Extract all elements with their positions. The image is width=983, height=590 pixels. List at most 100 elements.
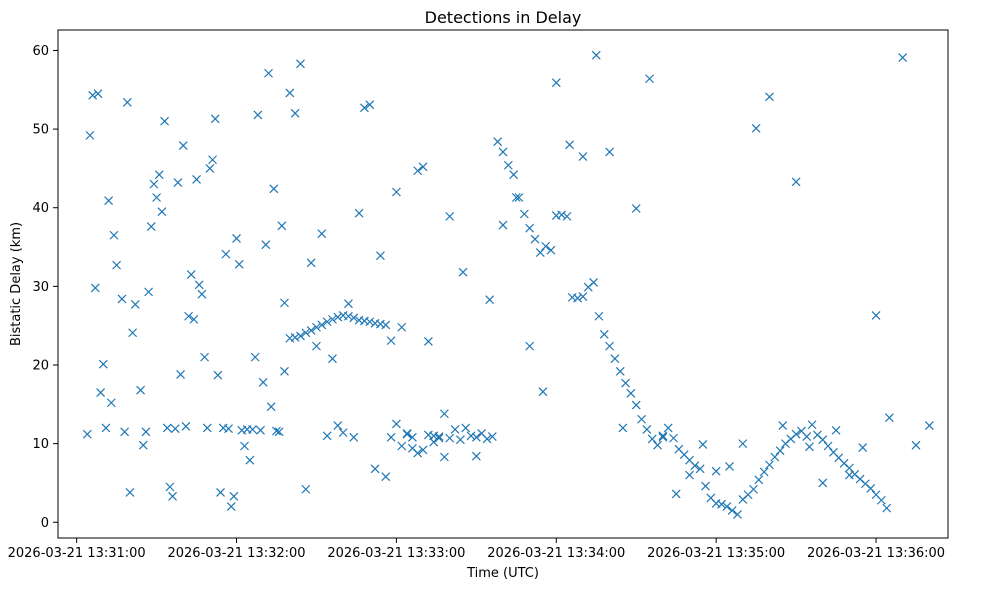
data-point-marker — [884, 413, 894, 423]
data-point-marker — [234, 259, 244, 269]
data-point-marker — [154, 170, 164, 180]
data-point-marker — [338, 428, 348, 438]
data-point-marker — [866, 484, 876, 493]
data-point-marker — [402, 428, 412, 438]
data-point-marker — [434, 432, 444, 441]
x-axis-label: Time (UTC) — [466, 566, 539, 581]
data-point-marker — [381, 472, 391, 482]
data-point-marker — [266, 402, 276, 412]
data-point-marker — [445, 433, 455, 443]
data-point-marker — [733, 509, 742, 519]
data-point-marker — [685, 470, 694, 480]
data-point-marker — [186, 270, 196, 279]
data-point-marker — [146, 222, 156, 232]
data-point-marker — [701, 481, 710, 491]
data-point-marker — [818, 478, 828, 488]
data-point-marker — [141, 427, 151, 437]
data-point-marker — [591, 50, 601, 60]
data-point-marker — [98, 359, 108, 369]
data-point-marker — [194, 280, 204, 290]
data-point-marker — [391, 419, 401, 429]
data-points — [82, 50, 934, 519]
data-point-marker — [610, 354, 620, 364]
data-point-marker — [911, 440, 921, 450]
data-point-marker — [698, 439, 708, 449]
data-point-marker — [594, 311, 604, 321]
data-point-marker — [418, 162, 428, 172]
data-point-marker — [423, 430, 433, 440]
plot-frame — [57, 29, 949, 539]
y-axis-ticks: 0 10 20 30 40 50 60 — [32, 44, 58, 531]
x-tick-label: 2026-03-21 13:32:00 — [167, 546, 305, 561]
data-point-marker — [711, 466, 721, 476]
data-point-marker — [344, 299, 353, 309]
data-point-marker — [205, 163, 215, 173]
data-point-marker — [181, 421, 191, 431]
data-point-marker — [130, 300, 140, 309]
data-point-marker — [253, 110, 263, 120]
data-point-marker — [173, 178, 183, 187]
data-point-marker — [229, 491, 239, 501]
data-point-marker — [88, 90, 98, 100]
data-point-marker — [738, 439, 748, 449]
data-point-marker — [168, 491, 178, 501]
data-point-marker — [778, 421, 788, 430]
data-point-marker — [605, 147, 615, 157]
data-point-marker — [290, 333, 300, 342]
data-point-marker — [85, 130, 95, 140]
data-point-marker — [160, 116, 170, 126]
data-point-marker — [770, 452, 780, 462]
data-point-marker — [546, 245, 556, 255]
data-point-marker — [538, 387, 548, 397]
data-point-marker — [525, 341, 535, 351]
data-point-marker — [96, 388, 106, 397]
data-point-marker — [162, 423, 172, 433]
data-point-marker — [296, 331, 305, 341]
data-point-marker — [192, 174, 201, 184]
data-point-marker — [573, 293, 583, 303]
data-point-marker — [461, 423, 471, 433]
data-point-marker — [765, 92, 774, 102]
data-point-marker — [312, 341, 321, 351]
data-point-marker — [333, 421, 343, 430]
data-point-marker — [312, 322, 321, 332]
data-point-marker — [450, 425, 460, 434]
data-point-marker — [386, 432, 396, 442]
data-point-marker — [245, 455, 255, 465]
data-point-marker — [189, 314, 199, 324]
data-point-marker — [82, 429, 92, 439]
y-tick-label: 40 — [32, 201, 49, 216]
data-point-marker — [170, 424, 180, 434]
data-point-marker — [722, 502, 732, 511]
data-point-marker — [413, 448, 423, 458]
data-point-marker — [290, 108, 300, 118]
y-tick-label: 10 — [32, 437, 49, 452]
data-point-marker — [717, 499, 726, 509]
data-point-marker — [418, 445, 428, 455]
data-point-marker — [423, 336, 433, 346]
x-tick-label: 2026-03-21 13:36:00 — [807, 546, 945, 561]
data-point-marker — [557, 210, 567, 220]
data-point-marker — [213, 370, 223, 380]
data-point-marker — [924, 421, 934, 430]
data-point-marker — [439, 452, 449, 462]
data-point-marker — [202, 423, 212, 433]
y-axis-label: Bistatic Delay (km) — [9, 222, 24, 346]
data-point-marker — [224, 424, 233, 434]
data-point-marker — [765, 460, 774, 470]
chart-title: Detections in Delay — [425, 8, 582, 27]
data-point-marker — [106, 398, 116, 408]
data-point-marker — [871, 311, 881, 320]
data-point-marker — [109, 230, 119, 240]
data-point-marker — [831, 425, 841, 435]
data-point-marker — [645, 74, 654, 84]
data-point-marker — [791, 429, 801, 439]
data-point-marker — [658, 432, 668, 442]
data-point-marker — [112, 260, 122, 270]
data-point-marker — [631, 400, 641, 410]
data-point-marker — [197, 289, 207, 299]
data-point-marker — [663, 423, 673, 433]
data-point-marker — [144, 287, 154, 297]
data-point-marker — [578, 292, 588, 302]
data-point-marker — [671, 489, 681, 499]
